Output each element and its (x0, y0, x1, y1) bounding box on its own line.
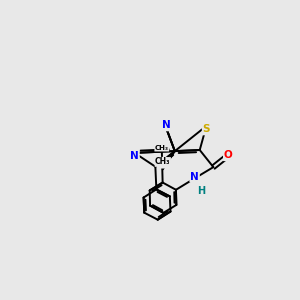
Text: CH₃: CH₃ (155, 158, 170, 166)
Text: N: N (162, 120, 170, 130)
Text: O: O (158, 158, 167, 168)
Text: N: N (130, 151, 139, 161)
Text: S: S (202, 124, 210, 134)
Text: CH₃: CH₃ (155, 145, 169, 151)
Text: N: N (190, 172, 199, 182)
Text: O: O (224, 150, 233, 160)
Text: H: H (197, 187, 205, 196)
